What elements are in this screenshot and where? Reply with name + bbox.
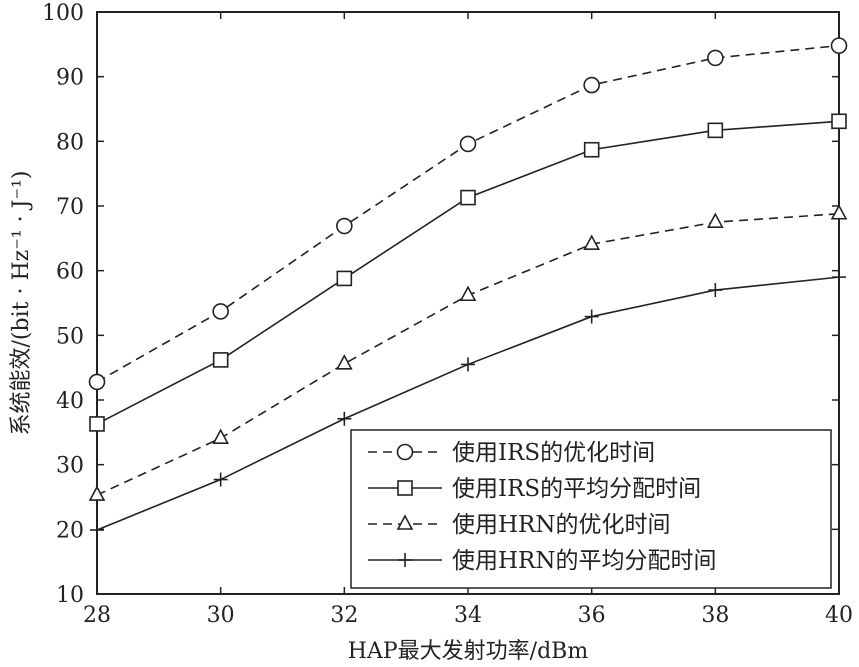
- series-layer: [88, 37, 848, 537]
- series-2: [89, 113, 847, 432]
- data-point: [707, 122, 724, 139]
- series-3: [88, 204, 848, 501]
- data-point: [88, 485, 106, 501]
- x-tick-label: 30: [207, 603, 235, 628]
- x-axis-title: HAP最大发射功率/dBm: [348, 639, 589, 664]
- data-point: [90, 522, 104, 537]
- data-point: [707, 49, 724, 67]
- data-point: [459, 285, 477, 302]
- legend-marker: [396, 443, 414, 461]
- legend: 使用IRS的优化时间使用IRS的平均分配时间使用HRN的优化时间使用HRN的平均…: [350, 429, 832, 589]
- legend-label: 使用IRS的平均分配时间: [452, 476, 701, 502]
- legend-box: [350, 429, 832, 589]
- y-tick-label: 90: [56, 66, 84, 91]
- data-point: [706, 212, 724, 228]
- data-point: [88, 373, 106, 391]
- data-point: [336, 270, 353, 287]
- legend-entry: 使用IRS的优化时间: [368, 440, 655, 466]
- legend-entry: 使用HRN的平均分配时间: [368, 548, 717, 574]
- series-line: [96, 44, 840, 383]
- legend-marker: [397, 480, 413, 496]
- data-point: [830, 37, 848, 54]
- y-tick-label: 40: [56, 389, 84, 414]
- legend-entry: 使用HRN的优化时间: [368, 512, 671, 538]
- y-tick-label: 20: [56, 518, 84, 543]
- legend-items: 使用IRS的优化时间使用IRS的平均分配时间使用HRN的优化时间使用HRN的平均…: [368, 440, 717, 574]
- x-tick-label: 32: [330, 603, 358, 628]
- x-tick-label: 36: [578, 603, 606, 628]
- data-point: [459, 135, 477, 153]
- y-tick-label: 60: [56, 260, 84, 285]
- y-tick-label: 10: [56, 583, 84, 608]
- x-tick-label: 34: [454, 603, 482, 628]
- series-line: [96, 120, 840, 425]
- legend-entry: 使用IRS的平均分配时间: [368, 476, 701, 502]
- y-tick-label: 80: [56, 130, 84, 155]
- series-1: [88, 37, 848, 391]
- legend-marker: [398, 553, 412, 567]
- legend-label: 使用HRN的平均分配时间: [452, 548, 717, 574]
- data-point: [212, 352, 229, 368]
- y-axis-title: 系统能效/(bit · Hz⁻¹ · J⁻¹): [9, 171, 34, 436]
- data-point: [584, 309, 599, 324]
- y-tick-label: 30: [56, 454, 84, 479]
- data-point: [832, 270, 846, 285]
- data-point: [583, 234, 601, 250]
- legend-label: 使用HRN的优化时间: [452, 512, 671, 538]
- legend-label: 使用IRS的优化时间: [452, 440, 655, 466]
- data-point: [830, 204, 848, 220]
- data-point: [213, 472, 228, 487]
- data-point: [89, 416, 105, 432]
- data-point: [831, 113, 847, 130]
- y-tick-label: 100: [42, 1, 84, 26]
- y-tick-label: 70: [56, 195, 84, 220]
- data-point: [583, 76, 600, 94]
- x-tick-label: 38: [701, 603, 729, 628]
- data-point: [212, 303, 229, 320]
- data-point: [337, 411, 352, 426]
- data-point: [335, 354, 353, 370]
- data-point: [583, 141, 600, 158]
- axis-ticks: 28 30 32 34 36 38 40 10 20 30 40 50 60 70 80 90 100: [42, 1, 853, 628]
- legend-marker: [396, 514, 414, 530]
- data-point: [708, 283, 723, 298]
- x-tick-label: 28: [83, 603, 111, 628]
- y-tick-label: 50: [56, 324, 84, 349]
- x-tick-label: 40: [825, 603, 853, 628]
- data-point: [336, 217, 353, 235]
- series-4: [90, 270, 846, 537]
- data-point: [212, 428, 230, 444]
- data-point: [460, 189, 476, 206]
- data-point: [461, 357, 475, 372]
